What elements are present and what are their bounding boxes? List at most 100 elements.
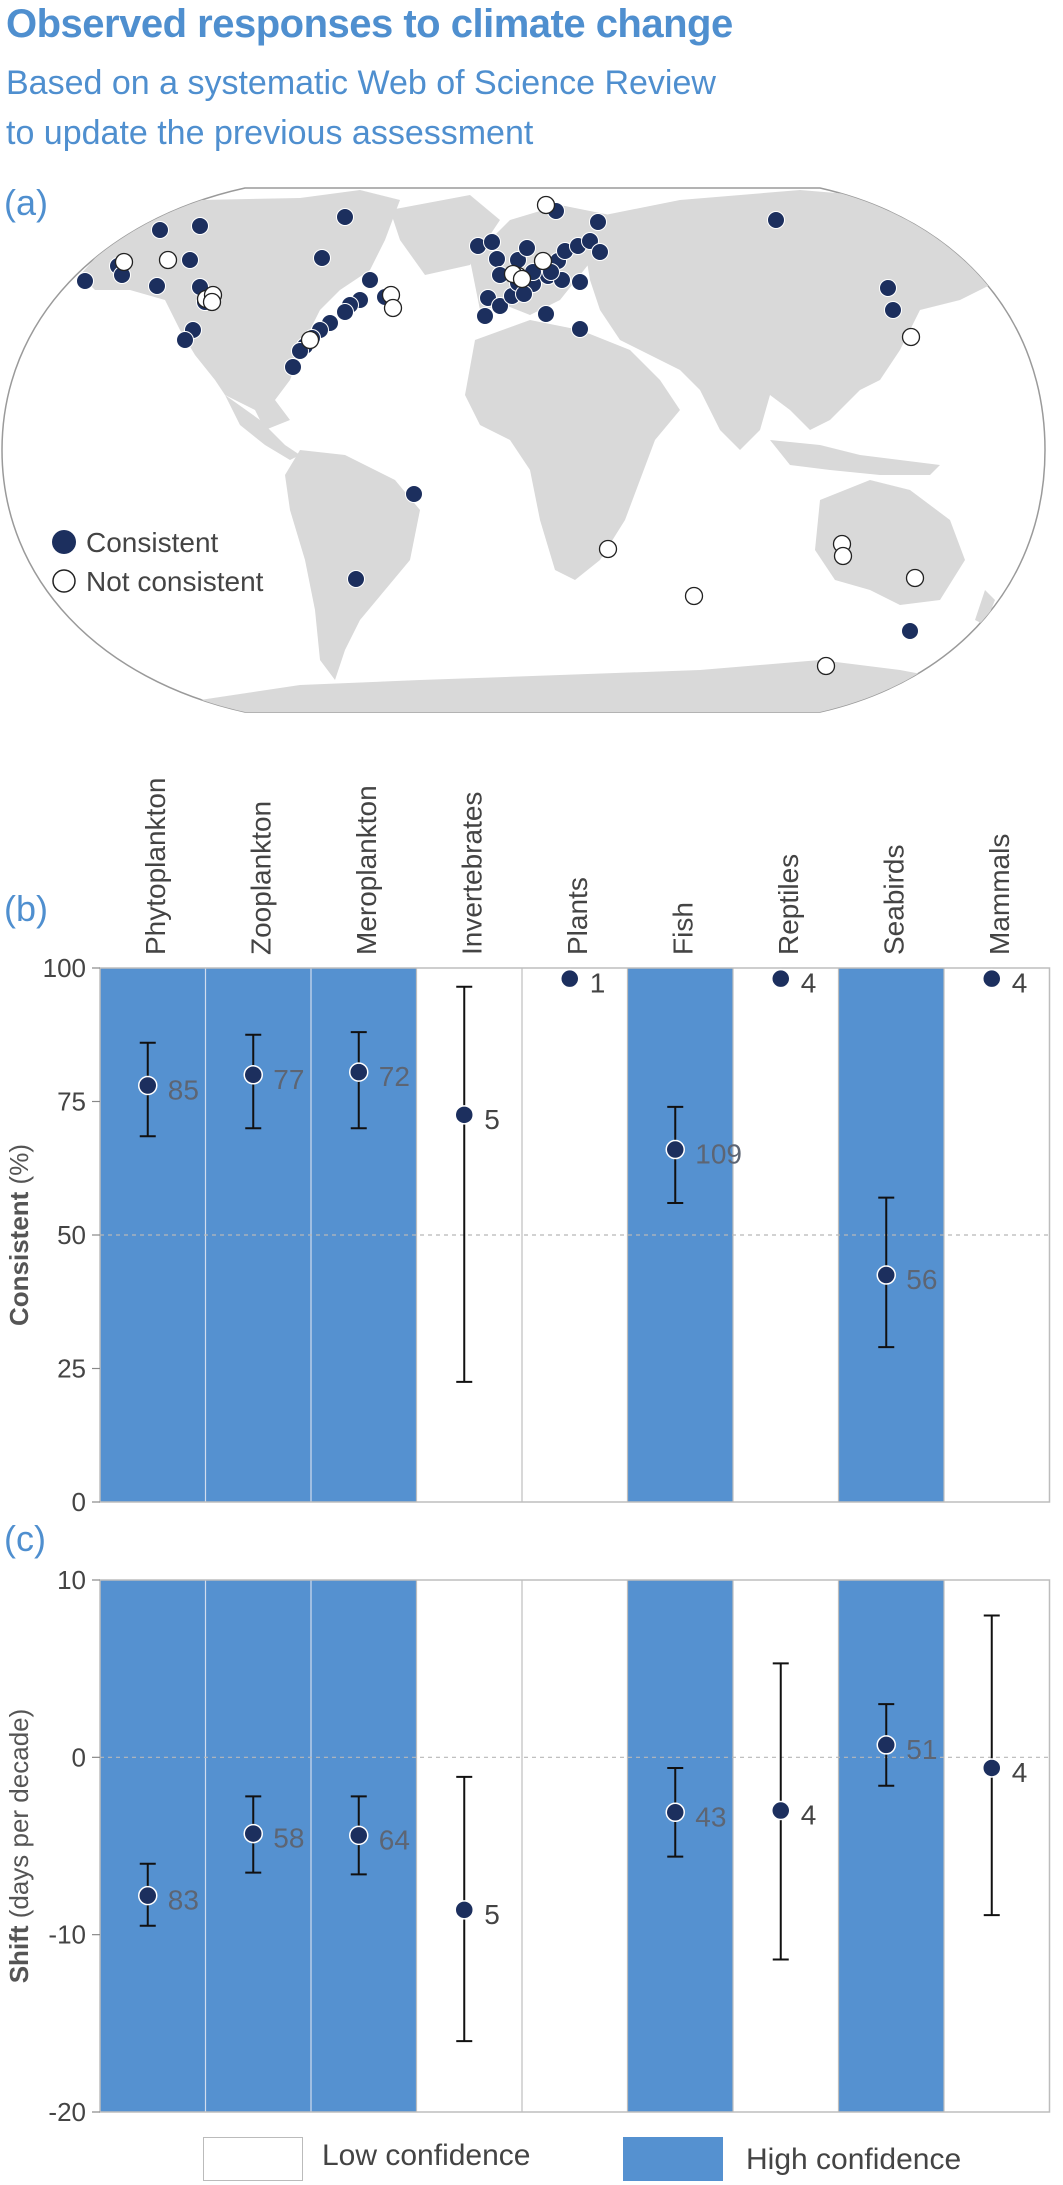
legend-not-consistent-label: Not consistent	[86, 566, 264, 597]
map-point-consistent	[405, 485, 423, 503]
sample-size-label: 83	[168, 1885, 199, 1916]
legend-not-consistent-marker	[52, 569, 76, 593]
sample-size-label: 4	[1012, 1757, 1028, 1788]
map-point-consistent	[336, 303, 354, 321]
map-point-consistent	[313, 249, 331, 267]
land-asia	[580, 190, 1000, 450]
data-point	[876, 1735, 896, 1755]
subtitle: Based on a systematic Web of Science Rev…	[6, 58, 716, 158]
map-point-consistent	[767, 211, 785, 229]
sample-size-label: 4	[1012, 968, 1028, 999]
land-new-zealand	[975, 590, 995, 625]
sample-size-label: 85	[168, 1074, 199, 1105]
map-point-not-consistent	[536, 195, 556, 215]
legend-low-swatch	[203, 2137, 303, 2181]
map-point-consistent	[148, 277, 166, 295]
land-africa	[465, 320, 680, 580]
map-point-consistent	[518, 239, 536, 257]
map-point-not-consistent	[816, 656, 836, 676]
legend-high-swatch	[623, 2137, 723, 2181]
panel-label-b: (b)	[4, 888, 48, 929]
map-point-consistent	[571, 273, 589, 291]
sample-size-label: 58	[273, 1823, 304, 1854]
land-antarctica	[180, 660, 1000, 712]
high-confidence-column	[311, 1580, 417, 2112]
high-confidence-column	[838, 1580, 944, 2112]
land-indonesia	[770, 440, 940, 475]
map-point-consistent	[191, 217, 209, 235]
high-confidence-column	[100, 1580, 206, 2112]
subtitle-line-1: Based on a systematic Web of Science Rev…	[6, 64, 716, 102]
sample-size-label: 56	[906, 1264, 937, 1295]
high-confidence-column	[205, 1580, 311, 2112]
sample-size-label: 109	[695, 1139, 742, 1170]
map-point-not-consistent	[901, 327, 921, 347]
sample-size-label: 64	[379, 1824, 410, 1855]
sample-size-label: 43	[695, 1801, 726, 1832]
y-tick-label: 100	[43, 953, 86, 983]
map-points	[76, 195, 925, 676]
plot-frame	[99, 1579, 1051, 2113]
y-tick-label: 10	[57, 1565, 86, 1595]
data-point	[454, 1900, 474, 1920]
sample-size-label: 77	[273, 1064, 304, 1095]
category-label: Phytoplankton	[140, 778, 171, 955]
map-point-not-consistent	[598, 539, 618, 559]
map-point-not-consistent	[684, 586, 704, 606]
map-point-consistent	[361, 271, 379, 289]
map-point-consistent	[901, 622, 919, 640]
world-map: Consistent Not consistent	[1, 187, 1046, 713]
y-tick-label: 0	[72, 1742, 86, 1772]
sample-size-label: 1	[590, 968, 606, 999]
map-point-consistent	[537, 305, 555, 323]
land-central-america	[225, 395, 300, 460]
panel-label-a: (a)	[4, 182, 48, 223]
data-point	[138, 1885, 158, 1906]
y-tick-label: -20	[48, 2097, 86, 2127]
map-point-consistent	[591, 243, 609, 261]
y-tick-label: 25	[57, 1354, 86, 1384]
map-point-consistent	[483, 233, 501, 251]
y-axis-label: Consistent (%)	[4, 1144, 34, 1326]
data-point	[982, 968, 1002, 989]
land-australia	[815, 480, 965, 605]
category-label: Zooplankton	[245, 801, 276, 955]
map-point-consistent	[284, 358, 302, 376]
category-label: Fish	[667, 902, 698, 955]
data-point	[243, 1065, 263, 1085]
map-point-consistent	[151, 221, 169, 239]
y-tick-label: -10	[48, 1920, 86, 1950]
category-label: Reptiles	[773, 854, 804, 955]
map-point-not-consistent	[905, 568, 925, 588]
chart-consistent: 0 25 50 75 100 Consistent (%) Phytoplankton Zoo…	[4, 778, 1051, 1517]
data-point	[665, 1139, 685, 1160]
data-point	[138, 1075, 158, 1096]
map-point-consistent	[491, 297, 509, 315]
data-point	[771, 968, 791, 989]
confidence-legend: Low confidence High confidence	[0, 2133, 1063, 2185]
sample-size-label: 5	[484, 1899, 500, 1930]
category-label: Seabirds	[878, 844, 909, 955]
map-point-consistent	[879, 279, 897, 297]
title: Observed responses to climate change	[6, 2, 733, 46]
map-point-consistent	[176, 331, 194, 349]
data-point	[454, 1105, 474, 1125]
map-point-not-consistent	[300, 330, 320, 350]
y-tick-label: 0	[72, 1487, 86, 1517]
panel-label-c: (c)	[4, 1518, 46, 1559]
map-point-not-consistent	[533, 251, 553, 271]
legend-low-label: Low confidence	[322, 2139, 531, 2172]
map-point-consistent	[336, 208, 354, 226]
data-point	[876, 1265, 896, 1285]
subtitle-line-2: to update the previous assessment	[6, 114, 534, 152]
y-tick-label: 75	[57, 1087, 86, 1117]
y-tick-label: 50	[57, 1220, 86, 1250]
data-point	[771, 1800, 791, 1821]
category-label: Mammals	[984, 834, 1015, 955]
y-axis-label: Shift (days per decade)	[4, 1709, 34, 1984]
map-point-consistent	[589, 213, 607, 231]
data-point	[560, 968, 580, 989]
category-label: Invertebrates	[456, 792, 487, 955]
category-label: Meroplankton	[351, 785, 382, 955]
map-point-consistent	[571, 320, 589, 338]
